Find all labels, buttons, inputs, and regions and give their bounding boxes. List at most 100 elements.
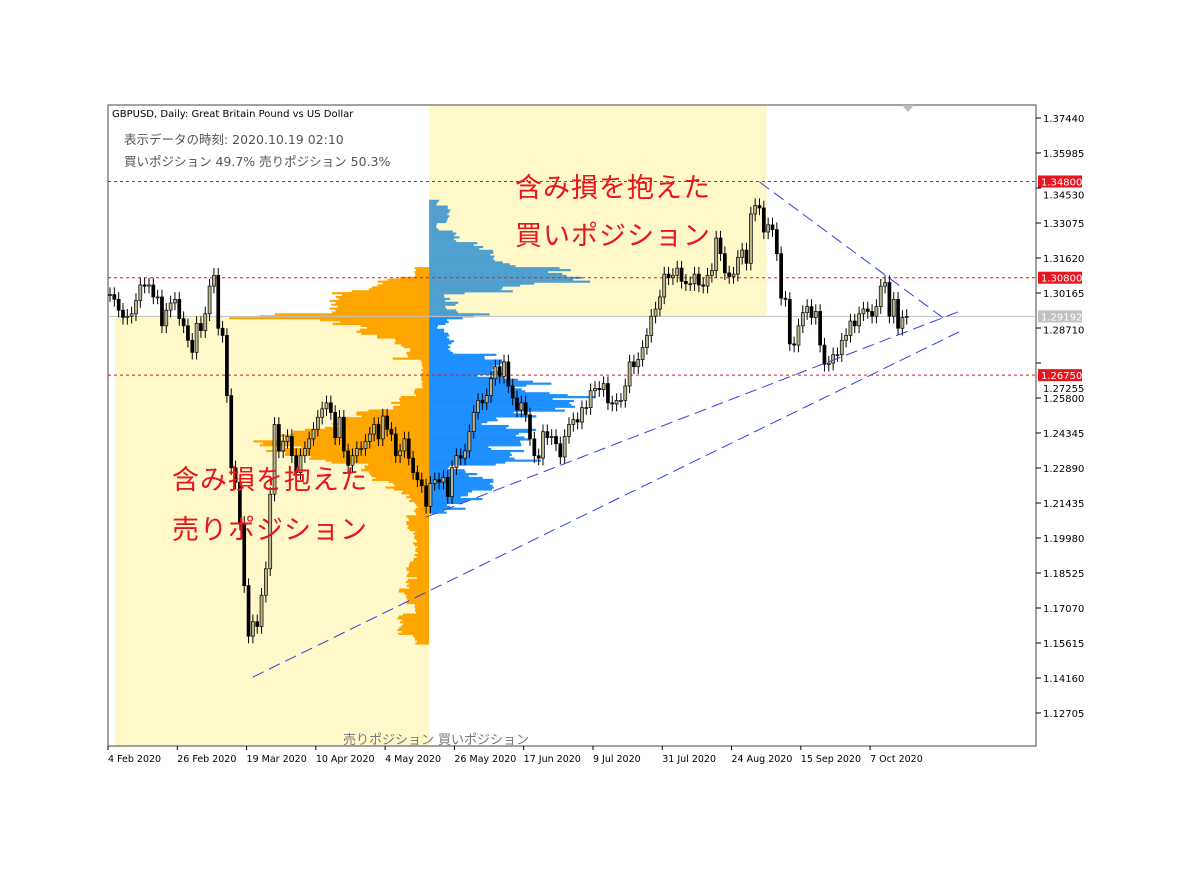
bear-candle bbox=[745, 250, 748, 263]
bull-candle bbox=[109, 295, 112, 296]
bull-candle bbox=[797, 326, 800, 345]
bear-candle bbox=[537, 456, 540, 458]
buy-profile-bar bbox=[429, 311, 458, 313]
x-tick-label: 10 Apr 2020 bbox=[316, 754, 375, 765]
sell-profile-bar bbox=[404, 346, 429, 348]
chart-title: GBPUSD, Daily: Great Britain Pound vs US… bbox=[112, 109, 353, 120]
y-tick-label: 1.31620 bbox=[1043, 254, 1084, 265]
sell-profile-bar bbox=[369, 471, 429, 473]
sell-profile-bar bbox=[415, 273, 429, 275]
bear-candle bbox=[446, 477, 449, 496]
bull-candle bbox=[840, 340, 843, 354]
bull-candle bbox=[858, 314, 861, 326]
sell-profile-bar bbox=[422, 361, 429, 363]
bull-candle bbox=[589, 391, 592, 408]
buy-profile-bar bbox=[429, 254, 490, 256]
sell-profile-bar bbox=[400, 400, 429, 402]
bull-candle bbox=[814, 311, 817, 317]
bear-candle bbox=[407, 439, 410, 458]
bull-candle bbox=[619, 400, 622, 401]
bull-candle bbox=[845, 335, 848, 340]
bull-candle bbox=[663, 274, 666, 297]
sell-profile-bar bbox=[415, 531, 429, 533]
sell-profile-bar bbox=[415, 535, 429, 537]
bull-candle bbox=[212, 275, 215, 286]
x-tick-label: 24 Aug 2020 bbox=[732, 754, 793, 765]
bull-candle bbox=[433, 480, 436, 484]
sell-profile-bar bbox=[421, 379, 429, 381]
bear-candle bbox=[334, 412, 337, 437]
buy-profile-bar bbox=[429, 259, 495, 261]
buy-profile-bar bbox=[429, 421, 487, 423]
buy-profile-bar bbox=[429, 461, 505, 463]
bull-candle bbox=[801, 313, 804, 326]
buy-profile-bar bbox=[429, 300, 445, 302]
sell-profile-bar bbox=[408, 517, 429, 519]
sell-profile-bar bbox=[399, 590, 429, 592]
buy-profile-bar bbox=[429, 329, 444, 331]
buy-profile-bar bbox=[429, 282, 534, 284]
bear-candle bbox=[416, 473, 419, 480]
sell-profile-bar bbox=[409, 563, 429, 565]
x-tick-label: 19 Mar 2020 bbox=[247, 754, 307, 765]
bull-candle bbox=[550, 436, 553, 437]
buy-profile-bar bbox=[429, 286, 503, 288]
bear-candle bbox=[377, 424, 380, 438]
bull-candle bbox=[485, 396, 488, 403]
buy-profile-bar bbox=[429, 242, 477, 244]
y-tick-label: 1.15615 bbox=[1043, 639, 1084, 650]
bear-candle bbox=[459, 456, 462, 458]
bear-candle bbox=[277, 424, 280, 450]
bull-candle bbox=[637, 360, 640, 367]
bear-candle bbox=[516, 398, 519, 410]
bear-candle bbox=[160, 297, 163, 326]
buy-profile-bar bbox=[429, 336, 447, 338]
sell-profile-bar bbox=[410, 529, 429, 531]
bull-candle bbox=[706, 275, 709, 286]
buy-profile-bar bbox=[429, 232, 456, 234]
bull-candle bbox=[615, 400, 618, 404]
x-tick-label: 4 May 2020 bbox=[385, 754, 441, 765]
buy-profile-bar bbox=[429, 248, 479, 250]
sell-profile-bar bbox=[407, 527, 429, 529]
sell-profile-bar bbox=[414, 637, 429, 639]
sell-profile-bar bbox=[339, 298, 429, 300]
bear-candle bbox=[394, 434, 397, 456]
sell-profile-bar bbox=[377, 334, 429, 336]
sell-profile-bar bbox=[377, 336, 429, 338]
sell-profile-bar bbox=[415, 606, 429, 608]
sell-profile-bar bbox=[410, 350, 429, 352]
buy-profile-bar bbox=[429, 238, 454, 240]
bear-candle bbox=[113, 295, 116, 300]
buy-profile-bar bbox=[429, 386, 514, 388]
buy-profile-bar bbox=[429, 413, 524, 415]
bull-candle bbox=[749, 214, 752, 263]
buy-profile-bar bbox=[429, 402, 569, 404]
sell-profile-bar bbox=[408, 573, 430, 575]
sell-profile-bar bbox=[365, 465, 430, 467]
bull-candle bbox=[585, 408, 588, 409]
bear-candle bbox=[702, 285, 705, 286]
bear-candle bbox=[230, 396, 233, 468]
buy-profile-bar bbox=[429, 340, 454, 342]
buy-profile-bar bbox=[429, 290, 513, 292]
sell-profile-bar bbox=[408, 600, 429, 602]
bull-candle bbox=[732, 274, 735, 276]
sell-profile-bar bbox=[410, 562, 429, 564]
sell-profile-bar bbox=[418, 552, 429, 554]
sell-profile-bar bbox=[423, 381, 429, 383]
sell-profile-bar bbox=[369, 288, 429, 290]
sell-profile-bar bbox=[387, 279, 429, 281]
sell-profile-bar bbox=[336, 296, 429, 298]
buy-profile-bar bbox=[429, 463, 496, 465]
sell-profile-bar bbox=[422, 363, 429, 365]
buy-profile-bar bbox=[429, 436, 524, 438]
bear-candle bbox=[481, 400, 484, 402]
sell-profile-bar bbox=[320, 319, 429, 321]
bear-candle bbox=[182, 319, 185, 326]
bull-candle bbox=[641, 347, 644, 359]
bull-candle bbox=[892, 299, 895, 316]
buy-profile-bar bbox=[429, 438, 530, 440]
sell-profile-bar bbox=[416, 269, 429, 271]
bull-candle bbox=[628, 362, 631, 386]
